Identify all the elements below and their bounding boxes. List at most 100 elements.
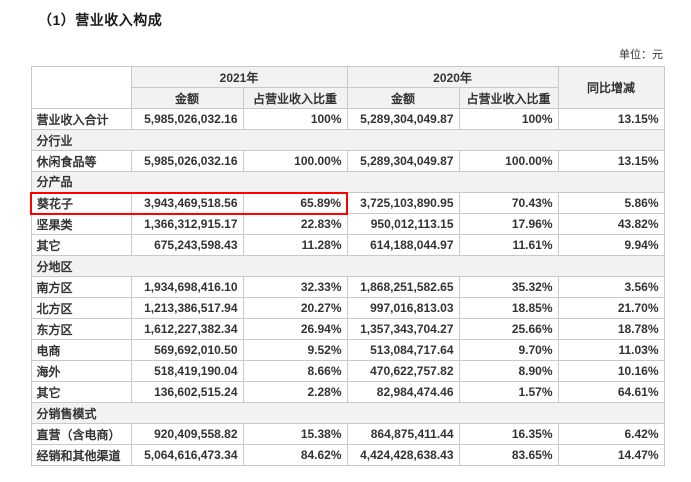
section-row: 分产品 [30,171,665,193]
yoy-cell: 21.70% [557,297,665,319]
data-row: 休闲食品等 5,985,026,032.16 100.00% 5,289,304,04… [30,150,665,172]
amount-2020-cell: 1,357,343,704.27 [346,318,460,340]
yoy-cell: 10.16% [557,360,665,382]
ratio-2021-header: 占营业收入比重 [242,87,348,109]
yoy-cell: 9.94% [557,234,665,256]
yoy-cell: 6.42% [557,423,665,445]
amount-2020-cell: 864,875,411.44 [346,423,460,445]
ratio-2020-cell: 83.65% [458,444,559,466]
data-row: 其它 675,243,598.43 11.28% 614,188,044.97 11.6… [30,234,665,256]
revenue-composition-table: 2021年 2020年 同比增减 金额 占营业收入比重 金额 占营业收入比重 营… [30,66,665,466]
ratio-2020-cell: 25.66% [458,318,559,340]
section-row: 分行业 [30,129,665,151]
ratio-2020-cell: 70.43% [458,192,559,214]
section-label: 分行业 [30,129,665,151]
yoy-header: 同比增减 [557,66,665,109]
amount-2020-cell: 3,725,103,890.95 [346,192,460,214]
amount-2021-cell: 5,985,026,032.16 [130,150,244,172]
data-row: 东方区 1,612,227,382.34 26.94% 1,357,343,704.2… [30,318,665,340]
amount-2021-cell: 5,985,026,032.16 [130,108,244,130]
amount-2020-cell: 4,424,428,638.43 [346,444,460,466]
row-label-cell: 电商 [30,339,132,361]
amount-2021-cell: 675,243,598.43 [130,234,244,256]
year-2021-header: 2021年 [130,66,348,88]
unit-label: 单位：元 [619,49,663,61]
row-label-cell: 坚果类 [30,213,132,235]
amount-2021-cell: 3,943,469,518.56 [130,191,244,215]
data-row: 直营（含电商） 920,409,558.82 15.38% 864,875,411.4… [30,423,665,445]
amount-2020-cell: 997,016,813.03 [346,297,460,319]
amount-2020-cell: 82,984,474.46 [346,381,460,403]
yoy-cell: 13.15% [557,108,665,130]
data-row: 其它 136,602,515.24 2.28% 82,984,474.46 1.57% 6… [30,381,665,403]
ratio-2021-cell: 100% [242,108,348,130]
yoy-cell: 3.56% [557,276,665,298]
ratio-2021-cell: 11.28% [242,234,348,256]
data-row: 经销和其他渠道 5,064,616,473.34 84.62% 4,424,428,6… [30,444,665,466]
amount-2021-header: 金额 [130,87,244,109]
ratio-2020-cell: 18.85% [458,297,559,319]
yoy-cell: 5.86% [557,192,665,214]
ratio-2020-cell: 11.61% [458,234,559,256]
row-label-cell: 营业收入合计 [30,108,132,130]
ratio-2021-cell: 9.52% [242,339,348,361]
yoy-cell: 14.47% [557,444,665,466]
section-row: 分地区 [30,255,665,277]
amount-2020-cell: 950,012,113.15 [346,213,460,235]
page-title: （1）营业收入构成 [38,12,163,28]
header-row-subcolumns: 金额 占营业收入比重 金额 占营业收入比重 [31,87,664,109]
section-label: 分产品 [30,171,665,193]
table-header: 2021年 2020年 同比增减 金额 占营业收入比重 金额 占营业收入比重 [30,66,665,109]
section-row: 分销售模式 [30,402,665,424]
ratio-2020-cell: 100.00% [458,150,559,172]
row-label-cell: 海外 [30,360,132,382]
data-row: 坚果类 1,366,312,915.17 22.83% 950,012,113.15 1… [30,213,665,235]
yoy-cell: 11.03% [557,339,665,361]
section-label: 分销售模式 [30,402,665,424]
yoy-cell: 18.78% [557,318,665,340]
amount-2021-cell: 5,064,616,473.34 [130,444,244,466]
row-label-cell: 北方区 [30,297,132,319]
ratio-2020-cell: 35.32% [458,276,559,298]
ratio-2020-header: 占营业收入比重 [458,87,559,109]
amount-2021-cell: 1,934,698,416.10 [130,276,244,298]
row-label-cell: 南方区 [30,276,132,298]
row-label-cell: 其它 [30,381,132,403]
ratio-2020-cell: 9.70% [458,339,559,361]
data-row: 葵花子 3,943,469,518.56 65.89% 3,725,103,890.9… [30,191,665,215]
ratio-2020-cell: 100% [458,108,559,130]
data-row: 电商 569,692,010.50 9.52% 513,084,717.64 9.70%… [30,339,665,361]
row-label-cell: 经销和其他渠道 [30,444,132,466]
yoy-cell: 13.15% [557,150,665,172]
row-label-cell: 葵花子 [30,191,132,215]
ratio-2020-cell: 8.90% [458,360,559,382]
data-row: 南方区 1,934,698,416.10 32.33% 1,868,251,582.6… [30,276,665,298]
ratio-2021-cell: 65.89% [242,191,349,215]
ratio-2020-cell: 17.96% [458,213,559,235]
amount-2020-cell: 5,289,304,049.87 [346,150,460,172]
table-body: 营业收入合计 5,985,026,032.16 100% 5,289,304,049.… [30,108,665,466]
data-row: 营业收入合计 5,985,026,032.16 100% 5,289,304,049.… [30,108,665,130]
row-label-cell: 休闲食品等 [30,150,132,172]
ratio-2020-cell: 1.57% [458,381,559,403]
amount-2021-cell: 569,692,010.50 [130,339,244,361]
amount-2020-cell: 470,622,757.82 [346,360,460,382]
yoy-cell: 43.82% [557,213,665,235]
ratio-2020-cell: 16.35% [458,423,559,445]
ratio-2021-cell: 8.66% [242,360,348,382]
ratio-2021-cell: 22.83% [242,213,348,235]
amount-2021-cell: 1,213,386,517.94 [130,297,244,319]
ratio-2021-cell: 15.38% [242,423,348,445]
data-row: 海外 518,419,190.04 8.66% 470,622,757.82 8.90%… [30,360,665,382]
ratio-2021-cell: 2.28% [242,381,348,403]
ratio-2021-cell: 84.62% [242,444,348,466]
ratio-2021-cell: 20.27% [242,297,348,319]
section-label: 分地区 [30,255,665,277]
amount-2020-header: 金额 [346,87,460,109]
ratio-2021-cell: 32.33% [242,276,348,298]
row-label-cell: 直营（含电商） [30,423,132,445]
year-2020-header: 2020年 [346,66,559,88]
ratio-2021-cell: 26.94% [242,318,348,340]
corner-cell [30,66,132,109]
document-page: （1）营业收入构成 单位：元 2021年 2020年 同比增减 金额 占营业收入… [30,12,665,466]
